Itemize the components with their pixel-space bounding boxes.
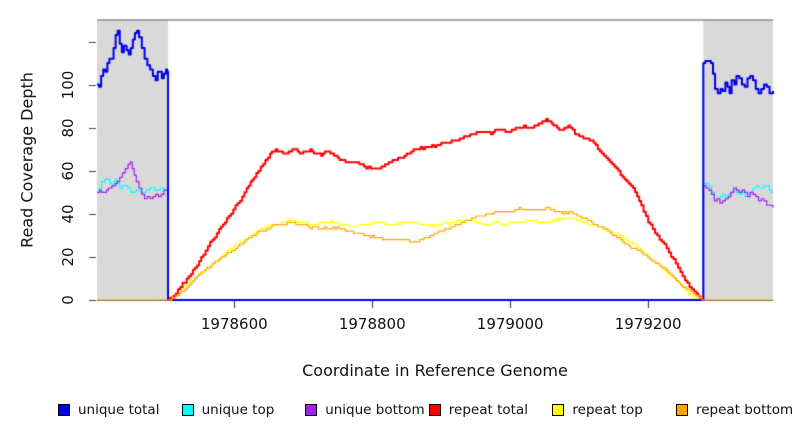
x-axis-title: Coordinate in Reference Genome (302, 361, 568, 380)
legend-label: unique bottom (325, 402, 425, 418)
legend-swatch-icon (181, 404, 194, 416)
y-axis-title: Read Coverage Depth (17, 72, 37, 248)
legend-swatch-icon (305, 404, 318, 416)
y-tick-label: 20 (59, 247, 77, 267)
legend-label: unique total (78, 402, 160, 418)
legend: unique total unique top unique bottom repea… (0, 399, 792, 421)
legend-label: repeat total (448, 402, 528, 418)
legend-item: repeat top (552, 401, 643, 419)
y-tick-label: 0 (59, 295, 77, 305)
y-tick-label: 100 (59, 70, 77, 99)
y-tick-label: 60 (59, 161, 77, 181)
legend-swatch-icon (428, 404, 441, 416)
x-tick-label: 1978800 (338, 315, 406, 333)
legend-item: repeat bottom (676, 401, 792, 419)
legend-swatch-icon (676, 404, 688, 416)
x-tick-label: 1979200 (614, 315, 682, 333)
y-tick-label: 80 (59, 118, 77, 138)
legend-swatch-icon (58, 404, 70, 416)
legend-swatch-icon (552, 404, 565, 416)
legend-item: repeat total (428, 401, 528, 419)
x-tick-label: 1978600 (200, 315, 268, 333)
legend-item: unique top (181, 401, 275, 419)
y-tick-label: 40 (59, 204, 77, 224)
legend-label: repeat top (572, 402, 643, 418)
legend-label: repeat bottom (696, 402, 792, 418)
legend-item: unique bottom (305, 401, 425, 419)
legend-item: unique total (58, 401, 159, 419)
x-tick-label: 1979000 (476, 315, 544, 333)
legend-label: unique top (201, 402, 275, 418)
